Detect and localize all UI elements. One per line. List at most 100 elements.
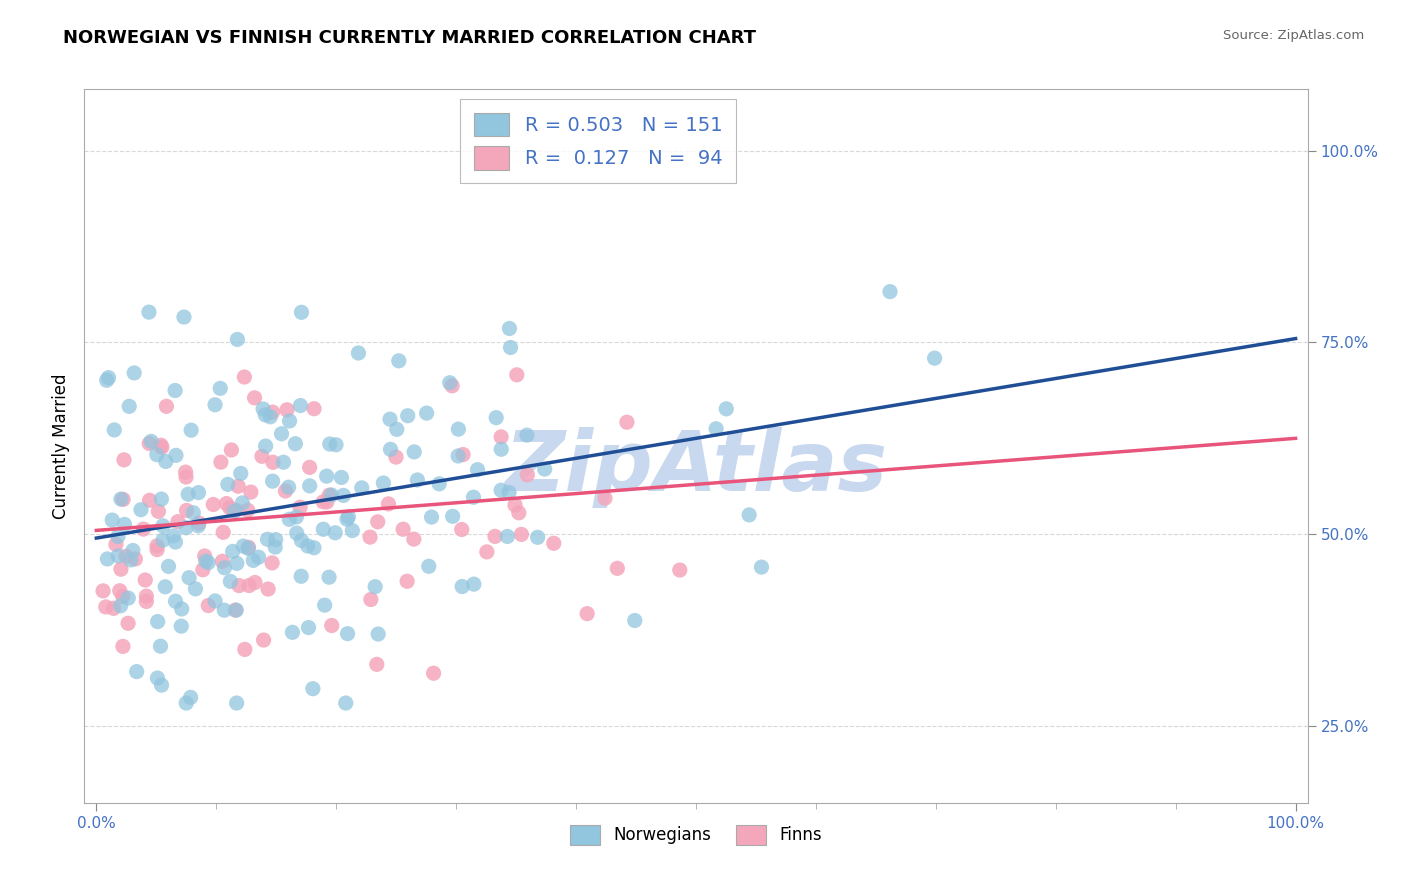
Point (225, 603, 247, 617)
Point (155, 580, 177, 594)
Point (170, 619, 193, 633)
Point (177, 487, 200, 501)
Point (138, 305, 160, 319)
Point (298, 479, 321, 493)
Point (450, 523, 472, 537)
Point (284, 436, 307, 450)
Point (110, 599, 132, 613)
Point (336, 512, 359, 526)
Point (174, 465, 197, 479)
Point (335, 696, 357, 710)
Point (533, 462, 555, 476)
Point (385, 422, 408, 436)
Point (165, 535, 187, 549)
Point (236, 541, 259, 556)
Point (218, 500, 240, 515)
Point (146, 542, 169, 557)
Y-axis label: Currently Married: Currently Married (52, 373, 70, 519)
Point (150, 678, 173, 692)
Point (270, 426, 292, 441)
Point (463, 577, 485, 591)
Point (406, 473, 429, 487)
Point (415, 406, 437, 420)
Point (114, 517, 136, 532)
Point (180, 423, 202, 437)
Point (336, 626, 359, 640)
Point (396, 574, 419, 589)
Point (252, 401, 274, 416)
Point (162, 529, 184, 543)
Point (180, 690, 202, 705)
Point (157, 559, 180, 574)
Point (231, 496, 253, 510)
Point (475, 545, 498, 559)
Point (138, 493, 160, 508)
Point (485, 410, 508, 425)
Point (101, 513, 124, 527)
Point (110, 492, 132, 507)
Point (388, 354, 411, 368)
Point (138, 436, 160, 450)
Point (174, 696, 197, 710)
Point (194, 554, 217, 568)
Point (616, 415, 638, 429)
Point (107, 549, 129, 563)
Point (315, 495, 337, 509)
Point (91, 583, 114, 598)
Point (451, 580, 474, 594)
Point (111, 640, 134, 654)
Point (290, 305, 312, 319)
Point (318, 488, 340, 502)
Point (278, 414, 301, 428)
Point (510, 527, 533, 541)
Point (704, 422, 727, 436)
Point (233, 642, 256, 657)
Point (325, 438, 347, 452)
Point (498, 485, 520, 500)
Point (321, 488, 343, 502)
Point (489, 442, 512, 457)
Point (165, 594, 187, 608)
Point (202, 498, 225, 512)
Point (264, 540, 287, 554)
Point (489, 483, 512, 498)
Point (498, 321, 520, 335)
Point (122, 543, 145, 558)
Point (451, 448, 474, 462)
Point (194, 549, 217, 563)
Point (668, 563, 690, 577)
Point (526, 530, 548, 544)
Point (174, 521, 197, 535)
Point (315, 469, 337, 483)
Point (259, 409, 281, 424)
Point (447, 449, 470, 463)
Point (97, 370, 120, 384)
Point (124, 552, 146, 566)
Point (318, 570, 340, 584)
Point (112, 453, 135, 467)
Point (290, 533, 312, 548)
Point (135, 594, 157, 608)
Point (447, 422, 470, 436)
Point (224, 603, 246, 617)
Point (152, 533, 174, 548)
Point (125, 665, 148, 679)
Point (170, 602, 193, 616)
Point (543, 536, 565, 550)
Point (149, 639, 172, 653)
Point (576, 607, 599, 621)
Point (418, 559, 440, 574)
Point (239, 485, 262, 500)
Point (924, 351, 946, 366)
Point (146, 671, 169, 685)
Point (96, 552, 118, 566)
Point (238, 578, 260, 592)
Point (441, 509, 464, 524)
Point (323, 525, 346, 540)
Point (224, 504, 246, 518)
Point (155, 454, 177, 468)
Point (219, 574, 242, 589)
Point (606, 561, 628, 575)
Point (262, 474, 284, 488)
Point (377, 497, 399, 511)
